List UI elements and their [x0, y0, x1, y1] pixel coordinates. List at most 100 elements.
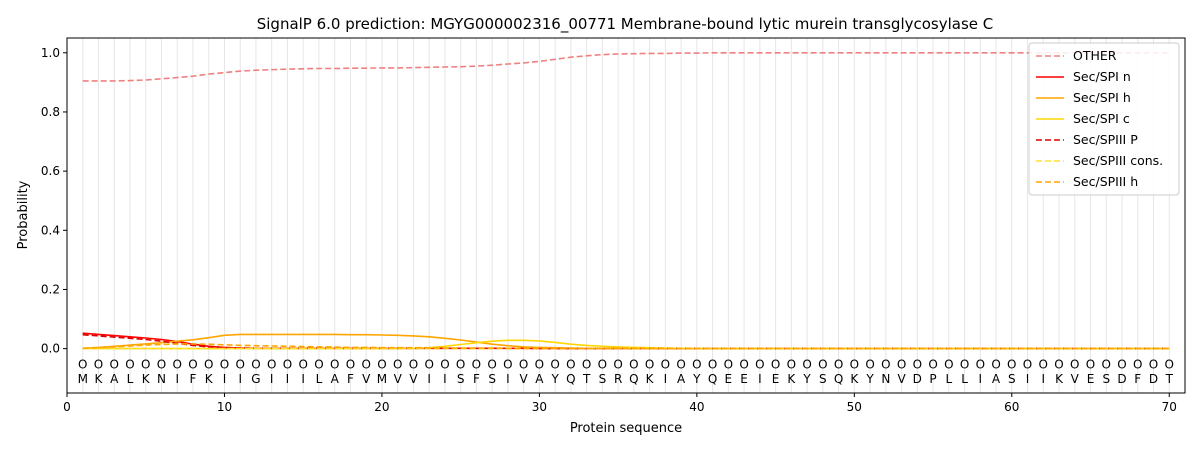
position-marker: O	[1102, 357, 1111, 371]
residue-label: Y	[550, 372, 559, 386]
residue-label: A	[535, 372, 544, 386]
residue-label: S	[457, 372, 465, 386]
residue-label: Y	[865, 372, 874, 386]
position-marker: O	[204, 357, 213, 371]
residue-label: V	[394, 372, 403, 386]
position-marker: O	[1039, 357, 1048, 371]
residue-label: N	[157, 372, 166, 386]
position-marker: O	[739, 357, 748, 371]
series-line-sec-spiii-h	[82, 343, 1170, 350]
grid-lines	[82, 38, 1170, 393]
position-marker: O	[125, 357, 134, 371]
residue-label: V	[362, 372, 371, 386]
y-tick-label: 0.4	[41, 223, 60, 237]
position-marker: O	[298, 357, 307, 371]
position-marker: O	[661, 357, 670, 371]
x-axis: 0 10 20 30 40 50 60 70	[63, 393, 1177, 414]
residue-label: V	[409, 372, 418, 386]
x-tick-label: 40	[689, 400, 704, 414]
position-marker: O	[724, 357, 733, 371]
position-marker: O	[755, 357, 764, 371]
position-marker: O	[157, 357, 166, 371]
position-marker: O	[1086, 357, 1095, 371]
position-marker: O	[613, 357, 622, 371]
position-marker: O	[487, 357, 496, 371]
position-marker: O	[393, 357, 402, 371]
residue-label: A	[677, 372, 686, 386]
residue-label: F	[1134, 372, 1141, 386]
residue-label: F	[190, 372, 197, 386]
chart-title: SignalP 6.0 prediction: MGYG000002316_00…	[257, 15, 994, 34]
residue-label: D	[1149, 372, 1158, 386]
position-marker: O	[235, 357, 244, 371]
residue-label: I	[1042, 372, 1046, 386]
residue-label: K	[142, 372, 151, 386]
position-marker: O	[251, 357, 260, 371]
x-tick-label: 20	[374, 400, 389, 414]
legend-label: OTHER	[1073, 48, 1117, 63]
position-marker: O	[976, 357, 985, 371]
position-marker: O	[913, 357, 922, 371]
residue-label: I	[979, 372, 983, 386]
residue-label: L	[127, 372, 134, 386]
position-marker: O	[535, 357, 544, 371]
series-lines	[82, 51, 1170, 350]
position-marker: O	[220, 357, 229, 371]
residue-label: I	[506, 372, 510, 386]
residue-label: Q	[834, 372, 843, 386]
legend-label: Sec/SPI c	[1073, 111, 1130, 126]
position-marker: O	[598, 357, 607, 371]
position-marker: O	[771, 357, 780, 371]
position-marker: O	[865, 357, 874, 371]
residue-label: L	[316, 372, 323, 386]
x-tick-label: 0	[63, 400, 71, 414]
x-tick-label: 70	[1162, 400, 1177, 414]
residue-label: F	[473, 372, 480, 386]
position-marker: O	[361, 357, 370, 371]
residue-label: L	[945, 372, 952, 386]
residue-label: K	[95, 372, 104, 386]
residue-label: I	[301, 372, 305, 386]
position-marker: O	[881, 357, 890, 371]
y-axis-label: Probability	[16, 180, 31, 249]
y-tick-label: 0.8	[41, 105, 60, 119]
position-marker: O	[991, 357, 1000, 371]
position-marker: O	[692, 357, 701, 371]
position-marker: O	[1149, 357, 1158, 371]
position-marker: O	[676, 357, 685, 371]
residue-label: E	[725, 372, 733, 386]
y-tick-label: 0.6	[41, 164, 60, 178]
residue-label: A	[992, 372, 1001, 386]
position-marker: O	[1070, 357, 1079, 371]
position-marker: O	[1117, 357, 1126, 371]
residue-label: G	[251, 372, 260, 386]
legend: OTHER Sec/SPI n Sec/SPI h Sec/SPI c Sec/SPII…	[1028, 42, 1180, 196]
residue-label: K	[1055, 372, 1064, 386]
y-axis: 0.0 0.2 0.4 0.6 0.8 1.0	[41, 46, 67, 356]
position-marker: O	[834, 357, 843, 371]
residue-label: V	[897, 372, 906, 386]
residue-label: Q	[708, 372, 717, 386]
residue-label: V	[520, 372, 529, 386]
position-marker: O	[456, 357, 465, 371]
residue-label: Q	[566, 372, 575, 386]
position-marker: O	[78, 357, 87, 371]
x-tick-label: 10	[217, 400, 232, 414]
position-marker: O	[440, 357, 449, 371]
position-marker: O	[314, 357, 323, 371]
residue-label: I	[1026, 372, 1030, 386]
position-marker: O	[330, 357, 339, 371]
residue-label: I	[427, 372, 431, 386]
residue-label: E	[740, 372, 748, 386]
residue-label: R	[614, 372, 622, 386]
residue-label: Y	[802, 372, 811, 386]
residue-label: M	[78, 372, 88, 386]
residue-track: OMOKOAOLOKONOIOFOKOIOIOGOIOIOIOLOAOFOVOM…	[78, 357, 1174, 386]
position-marker: O	[409, 357, 418, 371]
residue-label: I	[270, 372, 274, 386]
residue-label: V	[1071, 372, 1080, 386]
residue-label: Y	[692, 372, 701, 386]
residue-label: I	[175, 372, 179, 386]
residue-label: K	[787, 372, 796, 386]
